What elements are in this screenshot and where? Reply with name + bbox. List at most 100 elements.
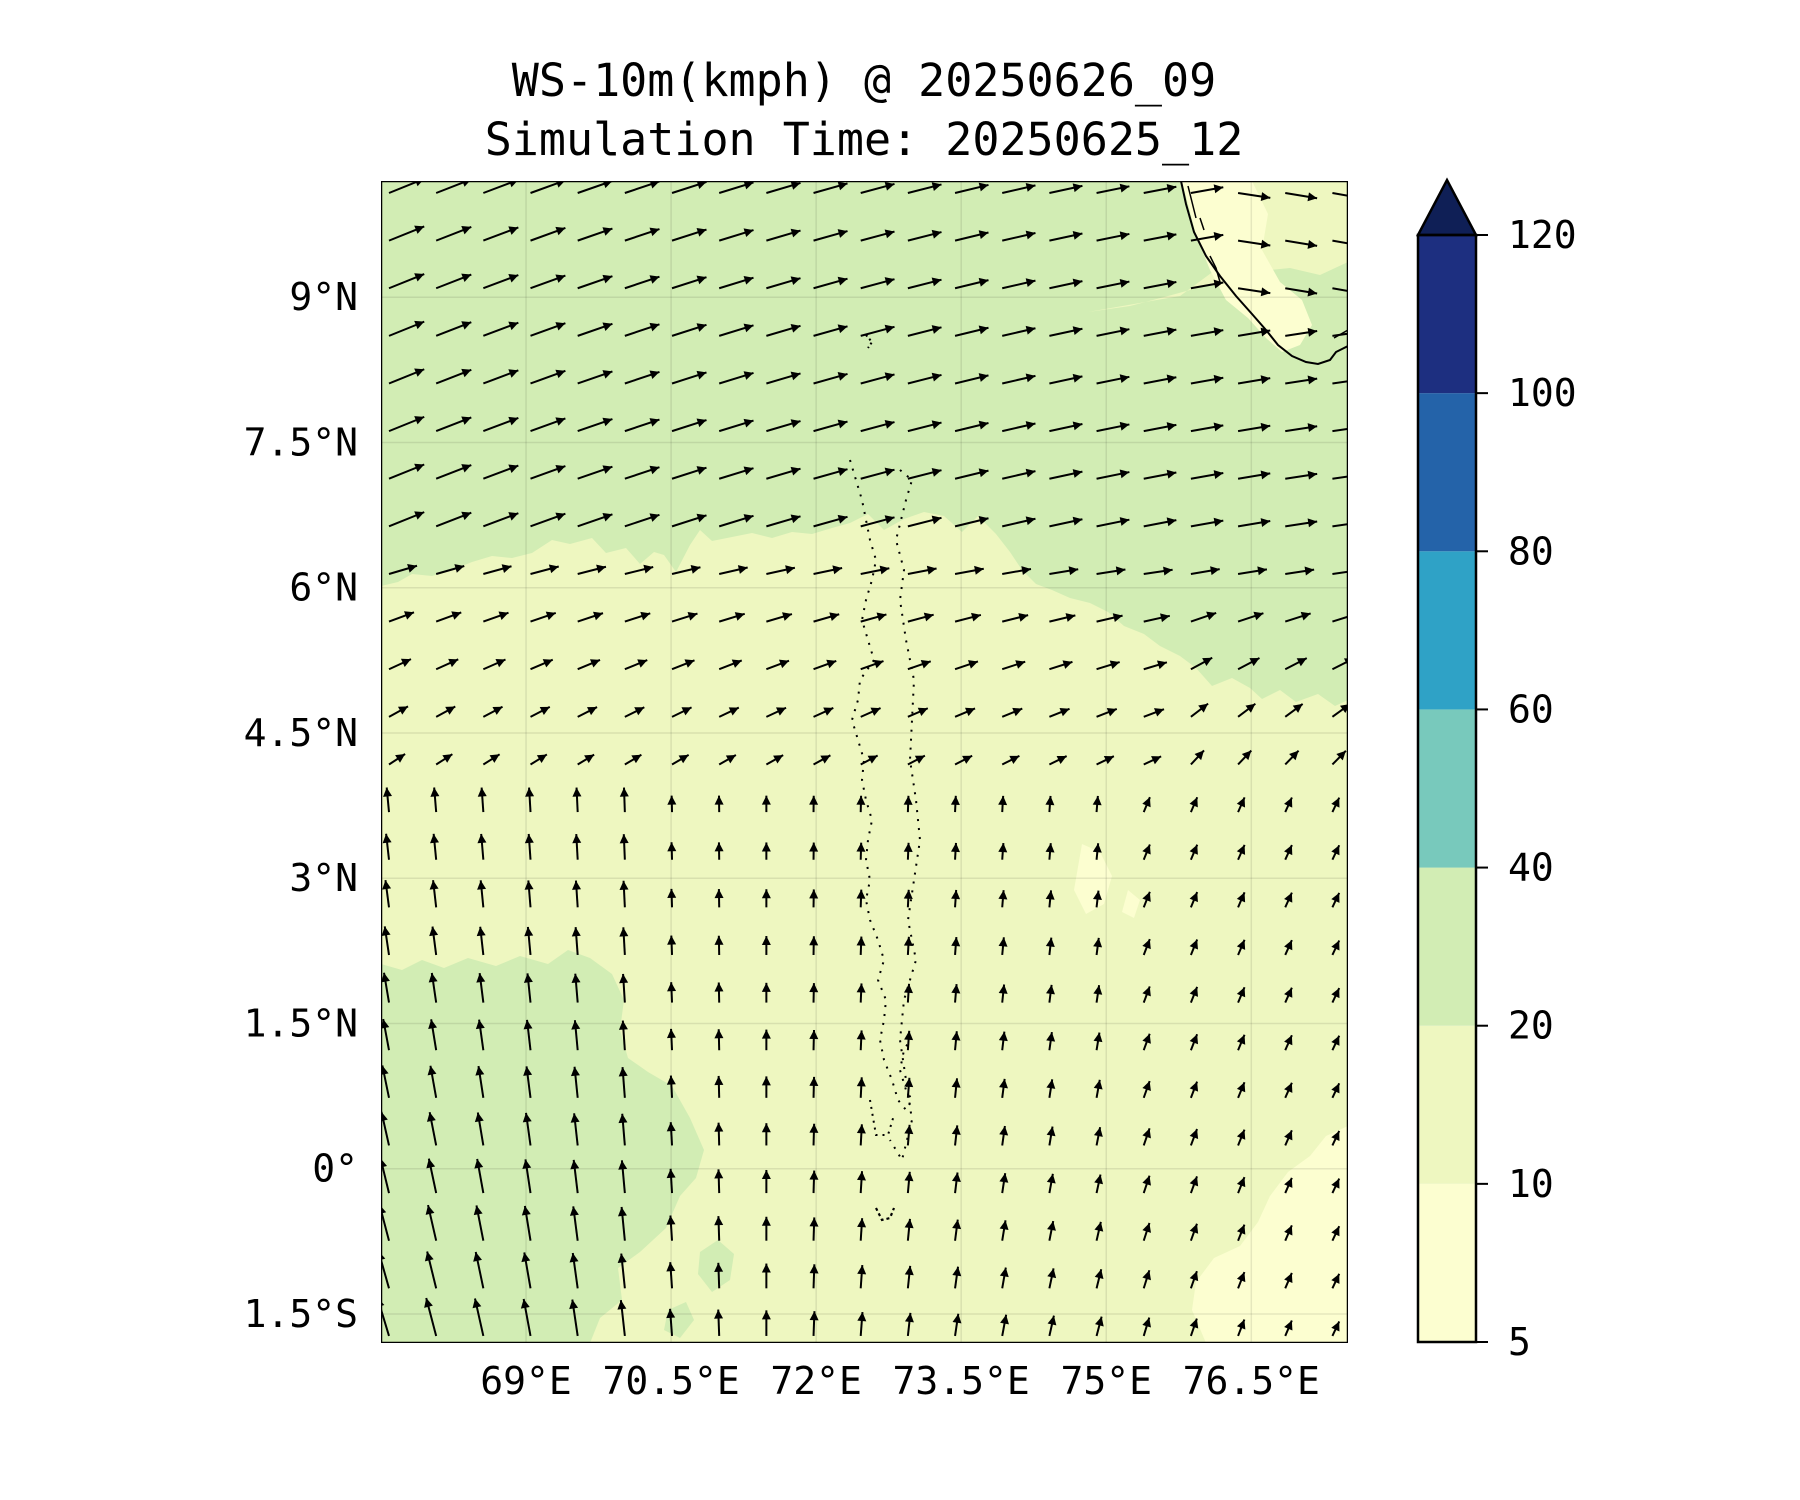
wind-vector-arrow [809, 842, 819, 860]
lon-tick-label: 76.5°E [1183, 1359, 1320, 1403]
wind-vector-arrow [666, 1168, 676, 1194]
wind-vector-arrow [1285, 287, 1318, 297]
wind-vector-arrow [1189, 1318, 1199, 1337]
wind-vector-arrow [572, 787, 582, 813]
wind-vector-arrow [714, 982, 724, 1003]
wind-vector-arrow [1143, 517, 1177, 528]
wind-vector-arrow [482, 705, 503, 718]
wind-vector-arrow [1284, 892, 1293, 908]
wind-vector-arrow [429, 880, 439, 908]
wind-vector-arrow [954, 516, 989, 528]
wind-vector-arrow [530, 564, 559, 575]
wind-vector-arrow [475, 1065, 485, 1098]
wind-vector-arrow [426, 1158, 438, 1194]
wind-vector-arrow [1142, 986, 1151, 1003]
wind-vector-arrow [809, 1170, 819, 1194]
wind-vector-arrow [1093, 985, 1103, 1003]
wind-vector-arrow [766, 466, 801, 480]
wind-vector-arrow [1331, 987, 1341, 1004]
wind-vector-arrow [766, 659, 790, 671]
wind-vector-arrow [1142, 1080, 1151, 1099]
wind-vector-arrow [954, 277, 989, 290]
wind-vector-arrow [1143, 660, 1168, 671]
wind-vector-arrow [907, 229, 942, 242]
wind-vector-arrow [474, 1112, 485, 1146]
wind-vector-arrow [1049, 660, 1073, 671]
wind-vector-arrow [857, 1311, 867, 1337]
wind-vector-arrow [1190, 611, 1217, 623]
wind-vector-arrow [860, 515, 895, 528]
wind-vector-arrow [1331, 1082, 1341, 1099]
wind-vector-arrow [1332, 239, 1348, 245]
wind-vector-arrow [718, 565, 748, 575]
wind-vector-arrow [1047, 1268, 1057, 1289]
wind-vector-arrow [856, 1030, 866, 1051]
wind-vector-arrow [1046, 1079, 1056, 1098]
wind-vector-arrow [1142, 844, 1151, 861]
wind-vector-arrow [809, 983, 819, 1003]
wind-vector-arrow [904, 1312, 914, 1337]
wind-vector-arrow [1236, 986, 1246, 1003]
wind-vector-arrow [1284, 1034, 1293, 1051]
wind-vector-arrow [619, 973, 629, 1003]
wind-vector-arrow [482, 369, 519, 385]
wind-vector-arrow [1048, 755, 1068, 766]
wind-vector-arrow [1096, 613, 1123, 623]
wind-vector-arrow [1093, 937, 1103, 956]
wind-vector-arrow [904, 1218, 914, 1241]
wind-vector-arrow [1284, 611, 1311, 623]
wind-vector-arrow [671, 418, 707, 433]
wind-vector-arrow [1096, 517, 1130, 528]
wind-vector-arrow [1001, 612, 1029, 623]
wind-vector-arrow [761, 889, 771, 908]
wind-vector-arrow [1190, 279, 1224, 290]
wind-vector-arrow [477, 833, 487, 860]
wind-vector-arrow [1189, 1223, 1199, 1242]
wind-vector-arrow [569, 1252, 579, 1289]
wind-vector-arrow [813, 565, 843, 575]
wind-vector-arrow [813, 706, 834, 718]
wind-vector-arrow [903, 842, 913, 860]
wind-vector-arrow [521, 1205, 532, 1241]
wind-vector-arrow [483, 564, 512, 575]
wind-vector-arrow [569, 1206, 579, 1241]
wind-speed-5-10-fill-patches [1074, 844, 1140, 918]
wind-vector-arrow [381, 972, 390, 1003]
wind-vector-arrow [761, 1216, 771, 1241]
wind-vector-arrow [617, 1206, 627, 1241]
wind-vector-arrow [1001, 373, 1036, 385]
wind-vector-arrow [1096, 183, 1130, 194]
wind-vector-arrow [671, 706, 692, 718]
wind-vector-arrow [951, 1172, 961, 1194]
wind-vector-arrow [619, 787, 629, 813]
wind-vector-arrow [435, 753, 453, 766]
wind-vector-arrow [1331, 1178, 1341, 1194]
wind-vector-arrow [430, 833, 439, 860]
wind-vector-arrow [999, 1267, 1009, 1289]
wind-vector-arrow [577, 753, 595, 766]
wind-vector-arrow [667, 888, 677, 908]
wind-vector-arrow [1331, 1273, 1341, 1289]
wind-vector-arrow [618, 1113, 628, 1146]
wind-vector-arrow [482, 416, 519, 433]
wind-vector-arrow [577, 465, 613, 480]
wind-vector-arrow [474, 1158, 485, 1194]
wind-vector-arrow [577, 181, 613, 194]
wind-vector-arrow [813, 324, 848, 337]
wind-vector-arrow [1143, 326, 1177, 337]
colorbar-band [1418, 235, 1476, 394]
wind-vector-arrow [523, 973, 533, 1003]
wind-vector-arrow [907, 565, 937, 575]
colorbar-tick-label: 5 [1508, 1320, 1531, 1364]
wind-vector-arrow [809, 1123, 819, 1146]
wind-vector-arrow [666, 1215, 676, 1241]
wind-vector-arrow [860, 467, 895, 480]
wind-vector-arrow [1143, 708, 1165, 718]
wind-vector-arrow [951, 984, 961, 1003]
wind-vector-arrow [671, 513, 707, 528]
wind-vector-arrow [903, 795, 913, 813]
wind-vector-arrow [1284, 1272, 1293, 1289]
wind-vector-arrow [907, 468, 942, 480]
wind-vector-arrow [426, 1111, 438, 1146]
wind-vector-arrow [477, 787, 487, 813]
